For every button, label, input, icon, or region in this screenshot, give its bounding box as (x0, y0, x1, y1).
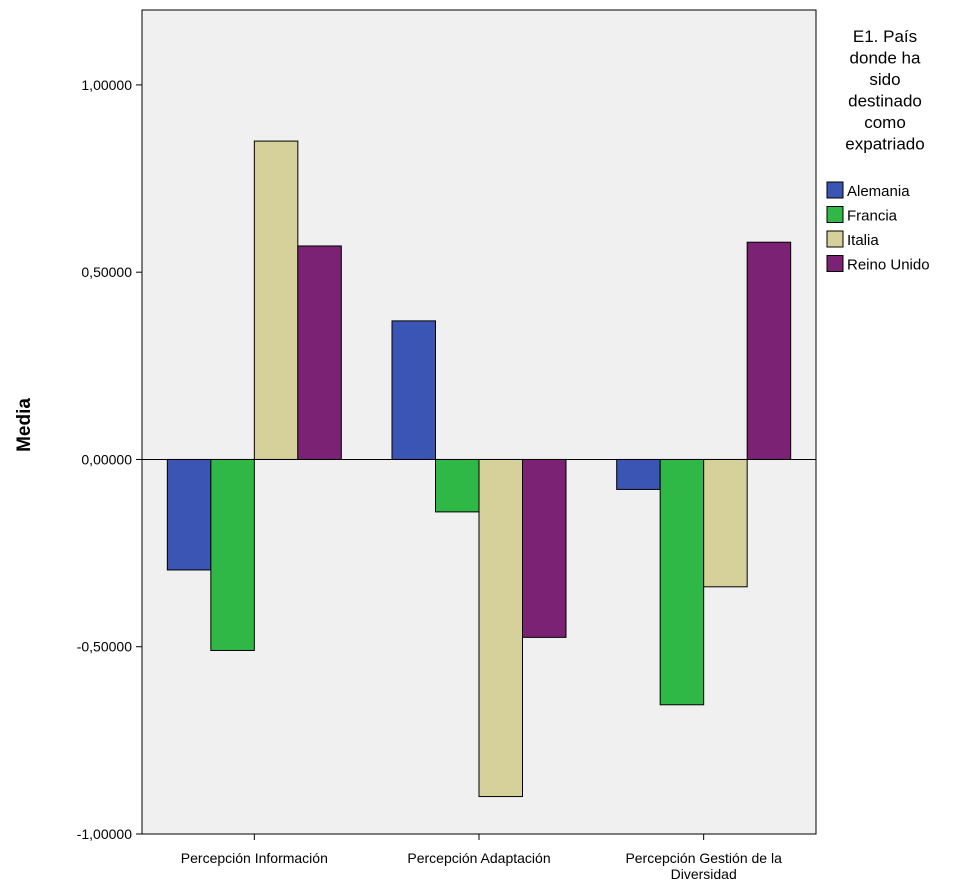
legend-title: E1. País donde ha sido destinado como expatri… (845, 27, 924, 154)
legend-title-line: expatriado (845, 135, 924, 154)
x-tick-label-line: Diversidad (671, 866, 737, 882)
y-tick-label: 1,00000 (81, 77, 132, 93)
legend-title-line: sido (869, 70, 900, 89)
bar (391, 320, 436, 460)
legend-item-label: Reino Unido (847, 257, 930, 274)
legend-title-line: destinado (848, 92, 922, 111)
bar (253, 140, 299, 460)
x-tick-label: Percepción Gestión de la Diversidad (625, 850, 782, 882)
x-axis: Percepción Información Percepción Adaptac… (181, 834, 782, 882)
bar (616, 458, 661, 490)
x-tick-label-line: Percepción Adaptación (407, 850, 550, 866)
x-tick-label: Percepción Adaptación (407, 850, 550, 866)
bar (746, 241, 792, 460)
bar (522, 458, 567, 638)
legend-swatch (826, 206, 844, 223)
legend-title-line: como (864, 113, 906, 132)
y-axis: -1,00000 -0,50000 0,00000 0,50000 1,00000 (77, 77, 142, 842)
y-tick-label: 0,50000 (81, 264, 132, 280)
bar (210, 458, 255, 651)
y-tick-label: 0,00000 (81, 451, 132, 467)
y-tick-label: -0,50000 (77, 639, 132, 655)
legend-item-label: Alemania (847, 183, 910, 200)
bar (435, 458, 480, 513)
y-tick-label: -1,00000 (77, 826, 132, 842)
bars-group (166, 140, 792, 798)
x-tick-label-line: Percepción Gestión de la (625, 850, 782, 866)
bar (297, 245, 342, 460)
x-tick-label: Percepción Información (181, 850, 328, 866)
x-tick-label-line: Percepción Información (181, 850, 328, 866)
legend-title-line: E1. País (853, 27, 917, 46)
bar (166, 458, 212, 571)
legend-item-label: Francia (847, 208, 898, 225)
y-axis-label: Media (14, 398, 35, 452)
bar (703, 458, 748, 588)
legend-swatch (826, 181, 844, 199)
bar (478, 458, 523, 798)
legend-title-line: donde ha (850, 49, 921, 68)
bar (659, 458, 705, 706)
legend-swatch (826, 255, 844, 272)
legend-swatch (826, 230, 844, 248)
legend: E1. País donde ha sido destinado como expatri… (826, 27, 930, 274)
legend-item-label: Italia (847, 232, 879, 249)
